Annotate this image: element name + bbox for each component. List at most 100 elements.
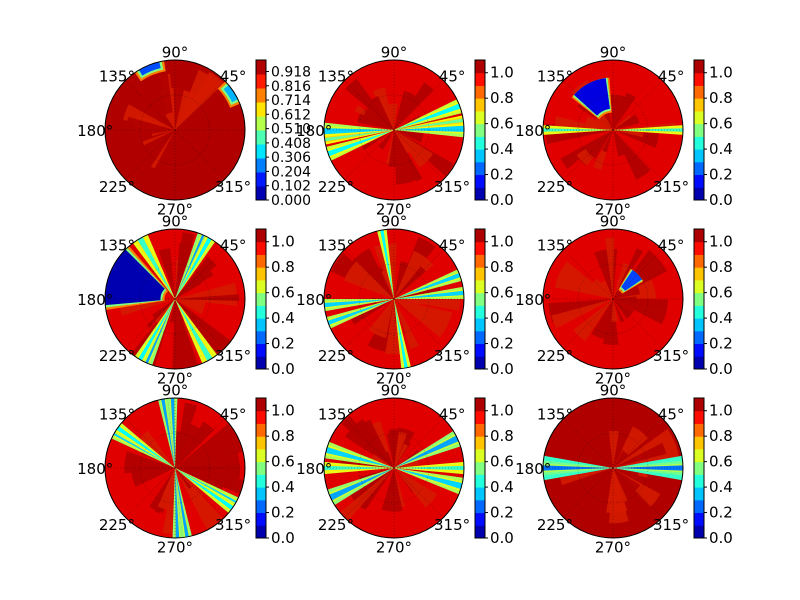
beam-core <box>379 229 394 299</box>
beam-core <box>394 468 464 490</box>
colorbar-step <box>694 423 704 437</box>
colorbar-step <box>694 279 704 294</box>
field-sector <box>381 468 403 512</box>
colorbar: 0.0 0.2 0.4 0.6 0.8 1.0 <box>693 397 733 547</box>
field-sector <box>394 296 461 311</box>
colorbar-step <box>256 158 266 173</box>
field-sector <box>173 76 187 130</box>
field-sector <box>175 101 226 130</box>
field-sector <box>613 115 631 130</box>
colorbar-tick-label: 1.0 <box>271 233 295 251</box>
field-sector <box>135 430 175 468</box>
beam-core <box>394 118 464 130</box>
field-sector <box>394 130 434 168</box>
beam-band <box>324 130 394 145</box>
colorbar-step <box>256 130 266 145</box>
colorbar-step <box>694 448 704 463</box>
colorbar-step <box>475 267 485 281</box>
colorbar-tick-label: 0.204 <box>271 164 311 180</box>
field-sector <box>175 299 206 315</box>
field-sector <box>126 116 175 138</box>
colorbar-tick-label: 0.8 <box>709 258 733 276</box>
field-sector <box>603 111 613 130</box>
beam-core <box>394 299 409 369</box>
colorbar-step <box>694 241 704 255</box>
colorbar-step <box>475 241 485 255</box>
angle-tick-label: 135° <box>537 236 573 254</box>
colorbar-step <box>256 448 266 463</box>
colorbar-tick-label: 0.6 <box>709 284 733 302</box>
colorbar-step <box>475 410 485 424</box>
angle-tick-label: 90° <box>162 213 189 231</box>
polar-panel-top-left: 90° 135° 180° 225° 270° 315° 45° 0.0000.1020.20… <box>77 44 311 219</box>
colorbar-step <box>256 74 266 89</box>
colorbar: 0.0 0.2 0.4 0.6 0.8 1.0 <box>474 59 514 209</box>
beam-core <box>394 272 463 299</box>
beam-band <box>394 98 464 130</box>
field-sector <box>613 442 667 468</box>
colorbar-tick-label: 0.714 <box>271 93 311 109</box>
colorbar-tick-label: 0.8 <box>490 258 514 276</box>
beam-band <box>394 468 464 492</box>
beam-core <box>324 299 394 308</box>
field-sector <box>613 433 624 468</box>
angle-tick-label: 270° <box>157 200 193 218</box>
angle-tick-label: 315° <box>653 516 689 534</box>
colorbar-step <box>475 292 485 306</box>
angle-tick-label: 180° <box>77 122 113 140</box>
polar-panel-bottom-middle: 90°135°180°225°270°315°45°0.00.20.40.60.… <box>296 382 514 557</box>
colorbar-tick-label: 0.0 <box>709 360 733 378</box>
angle-tick-label: 225° <box>537 516 573 534</box>
field-sector <box>175 423 243 468</box>
colorbar-step <box>475 448 485 463</box>
angle-tick-label: 90° <box>162 44 189 62</box>
colorbar-step <box>694 60 704 74</box>
beam-band <box>324 444 394 468</box>
colorbar-step <box>256 436 266 450</box>
colorbar-tick-label: 0.306 <box>271 150 311 166</box>
colorbar-step <box>256 356 266 370</box>
colorbar-step <box>694 85 704 99</box>
angle-tick-label: 45° <box>220 67 247 85</box>
colorbar-tick-label: 0.4 <box>490 140 514 158</box>
colorbar-tick-label: 0.102 <box>271 179 311 195</box>
colorbar-step <box>694 436 704 450</box>
field-sector <box>385 299 403 355</box>
field-sector <box>559 468 613 486</box>
polar-panel-top-middle: 90°135°180°225°270°315°45°0.00.20.40.60.… <box>296 44 514 219</box>
colorbar-step <box>256 144 266 159</box>
field-sector <box>175 242 193 299</box>
colorbar-step <box>475 60 485 74</box>
colorbar-frame <box>255 59 267 201</box>
angle-tick-label: 180° <box>77 291 113 309</box>
colorbar-step <box>256 172 266 187</box>
beam-core <box>327 468 394 502</box>
beam-band <box>157 398 175 468</box>
angle-tick-label: 135° <box>99 67 135 85</box>
colorbar-step <box>694 254 704 268</box>
polar-panel-bottom-right: 90°135°180°225°270°315°45°0.00.20.40.60.… <box>515 382 733 557</box>
region-core <box>105 249 165 306</box>
beam-band <box>394 288 464 299</box>
beam-band <box>394 299 412 369</box>
colorbar-step <box>694 356 704 370</box>
colorbar: 0.0 0.2 0.4 0.6 0.8 1.0 <box>255 397 295 547</box>
field-sector <box>613 468 628 489</box>
colorbar-step <box>256 241 266 255</box>
field-sector <box>613 299 634 319</box>
field-sector <box>369 95 394 130</box>
beam-band <box>324 299 394 330</box>
grid-ring <box>358 263 430 335</box>
grid-ring <box>577 263 649 335</box>
colorbar-step <box>475 474 485 488</box>
beam-core <box>325 299 394 326</box>
field-sector <box>598 280 613 299</box>
polar-outline <box>323 397 465 539</box>
colorbar-step <box>475 72 485 86</box>
angle-tick-label: 45° <box>439 405 466 423</box>
field-sector <box>394 115 423 130</box>
polar-panel-center: 90°135°180°225°270°315°45°0.00.20.40.60.… <box>296 213 514 388</box>
angle-tick-label: 135° <box>318 405 354 423</box>
field-sector <box>165 112 175 130</box>
colorbar-step <box>694 474 704 488</box>
